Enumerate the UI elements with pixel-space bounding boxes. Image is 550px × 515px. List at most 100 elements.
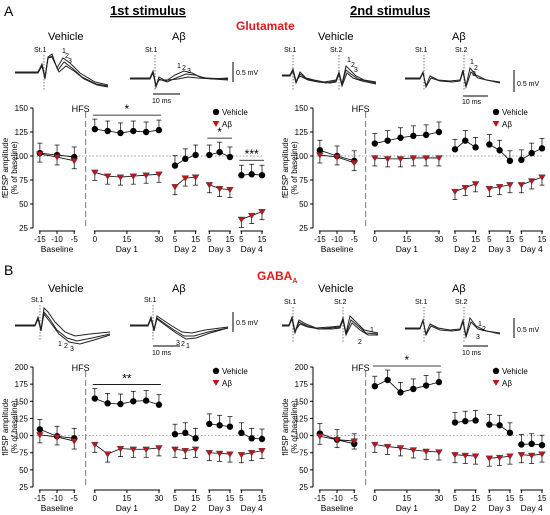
legend-abeta-label: Aβ bbox=[222, 379, 232, 388]
legend-vehicle-marker bbox=[212, 108, 220, 116]
abeta-point bbox=[333, 154, 341, 161]
y-tick-label: 75 bbox=[299, 449, 308, 458]
abeta-line bbox=[374, 444, 439, 453]
transmitter-gaba: GABAA bbox=[257, 269, 297, 285]
trace-num-3: 3 bbox=[68, 58, 72, 65]
y-tick-label: 150 bbox=[295, 104, 309, 113]
panel-label-a: A bbox=[4, 3, 14, 19]
vehicle-point bbox=[206, 420, 213, 428]
x-tick-label: 0 bbox=[93, 494, 98, 503]
abeta-point bbox=[371, 441, 379, 449]
abeta-point bbox=[155, 171, 163, 178]
significance-marker: ** bbox=[122, 372, 132, 386]
stim-label: St.1 bbox=[284, 47, 297, 54]
abeta-point bbox=[471, 181, 480, 188]
x-tick-label: 15 bbox=[122, 494, 131, 503]
abeta-point bbox=[103, 173, 112, 180]
x-tick-label: 15 bbox=[258, 235, 267, 244]
x-tick-label: 15 bbox=[122, 235, 131, 244]
abeta-point bbox=[129, 173, 138, 180]
abeta-point bbox=[205, 450, 214, 457]
significance-marker: *** bbox=[245, 147, 259, 161]
x-tick-label: 15 bbox=[191, 235, 200, 244]
trace-num-2: 2 bbox=[181, 341, 185, 348]
vehicle-point bbox=[130, 398, 137, 405]
y-tick-label: 25 bbox=[19, 224, 28, 233]
x-tick-label: 15 bbox=[402, 494, 411, 503]
abeta-point bbox=[350, 438, 358, 445]
scale-bar-time: 10 ms bbox=[152, 98, 172, 105]
abeta-point bbox=[451, 188, 459, 196]
scale-bar-time: 10 ms bbox=[462, 99, 482, 106]
vehicle-point bbox=[182, 155, 189, 163]
hfs-label: HFS bbox=[72, 104, 90, 114]
vehicle-line bbox=[94, 398, 160, 406]
abeta-point bbox=[471, 453, 480, 460]
y-tick-label: 75 bbox=[19, 449, 28, 458]
traces-a-left: Vehicle Aβ St.1 1 2 3 St.1 1 2 3 0.5 mV … bbox=[15, 31, 259, 105]
abeta-point bbox=[316, 152, 324, 159]
stim-label: St.1 bbox=[34, 47, 47, 54]
x-tick-label: 5 bbox=[239, 494, 244, 503]
legend-abeta-label: Aβ bbox=[502, 379, 512, 388]
scale-bar-voltage: 0.5 mV bbox=[236, 70, 259, 77]
vehicle-point bbox=[104, 400, 111, 407]
y-axis-label: (% of baseline) bbox=[10, 400, 19, 454]
y-tick-label: 100 bbox=[295, 432, 309, 441]
abeta-line bbox=[94, 444, 159, 455]
legend-abeta-marker bbox=[492, 380, 500, 386]
stim-label: St.2 bbox=[334, 299, 347, 306]
vehicle-point bbox=[155, 401, 163, 408]
vehicle-point bbox=[316, 147, 324, 154]
vehicle-point bbox=[91, 395, 99, 402]
y-tick-label: 200 bbox=[295, 363, 309, 372]
stim-label: St.1 bbox=[284, 299, 297, 306]
vehicle-point bbox=[171, 431, 179, 438]
abeta-point bbox=[461, 185, 470, 192]
abeta-point bbox=[435, 449, 443, 456]
abeta-point bbox=[527, 452, 536, 460]
legend-abeta-label: Aβ bbox=[502, 120, 512, 129]
abeta-point bbox=[226, 451, 234, 458]
vehicle-point bbox=[371, 140, 379, 147]
vehicle-point bbox=[422, 131, 430, 139]
vehicle-point bbox=[206, 151, 213, 159]
abeta-point bbox=[485, 186, 494, 193]
abeta-point bbox=[191, 446, 200, 453]
vehicle-point bbox=[451, 146, 459, 153]
abeta-point bbox=[226, 187, 234, 194]
legend-vehicle-marker bbox=[492, 108, 500, 116]
abeta-point bbox=[36, 432, 44, 439]
stim-label: St.1 bbox=[415, 47, 428, 54]
x-tick-label: 0 bbox=[93, 235, 98, 244]
group-label: Day 1 bbox=[116, 503, 138, 513]
x-tick-label: 5 bbox=[519, 235, 524, 244]
group-label: Day 3 bbox=[489, 244, 511, 254]
scale-bar-voltage: 0.5 mV bbox=[517, 81, 540, 88]
group-label: Baseline bbox=[321, 503, 354, 513]
y-axis-label: fEPSP amplitude bbox=[1, 137, 10, 198]
group-label: Day 4 bbox=[521, 244, 543, 254]
traces-b-right: Vehicle Aβ St.1 St.2 1 2 St.1 St.2 1 2 3… bbox=[282, 283, 540, 357]
trace-num-3: 3 bbox=[187, 68, 191, 75]
vehicle-line bbox=[94, 128, 160, 134]
vehicle-point bbox=[506, 429, 514, 437]
y-tick-label: 125 bbox=[15, 414, 29, 423]
vehicle-point bbox=[462, 417, 469, 425]
y-tick-label: 25 bbox=[19, 483, 28, 492]
vehicle-point bbox=[117, 400, 124, 408]
y-tick-label: 150 bbox=[15, 397, 29, 406]
abeta-point bbox=[142, 172, 150, 179]
group-label: Day 1 bbox=[396, 503, 418, 513]
vehicle-point bbox=[226, 153, 234, 161]
trace-num-1: 1 bbox=[347, 57, 351, 64]
x-tick-label: 15 bbox=[538, 494, 547, 503]
abeta-point bbox=[422, 448, 430, 455]
abeta-point bbox=[422, 155, 430, 162]
group-label: Day 1 bbox=[396, 244, 418, 254]
x-tick-label: 5 bbox=[207, 235, 212, 244]
group-label: Day 4 bbox=[241, 244, 263, 254]
x-tick-label: 30 bbox=[434, 494, 443, 503]
abeta-point bbox=[316, 433, 324, 440]
